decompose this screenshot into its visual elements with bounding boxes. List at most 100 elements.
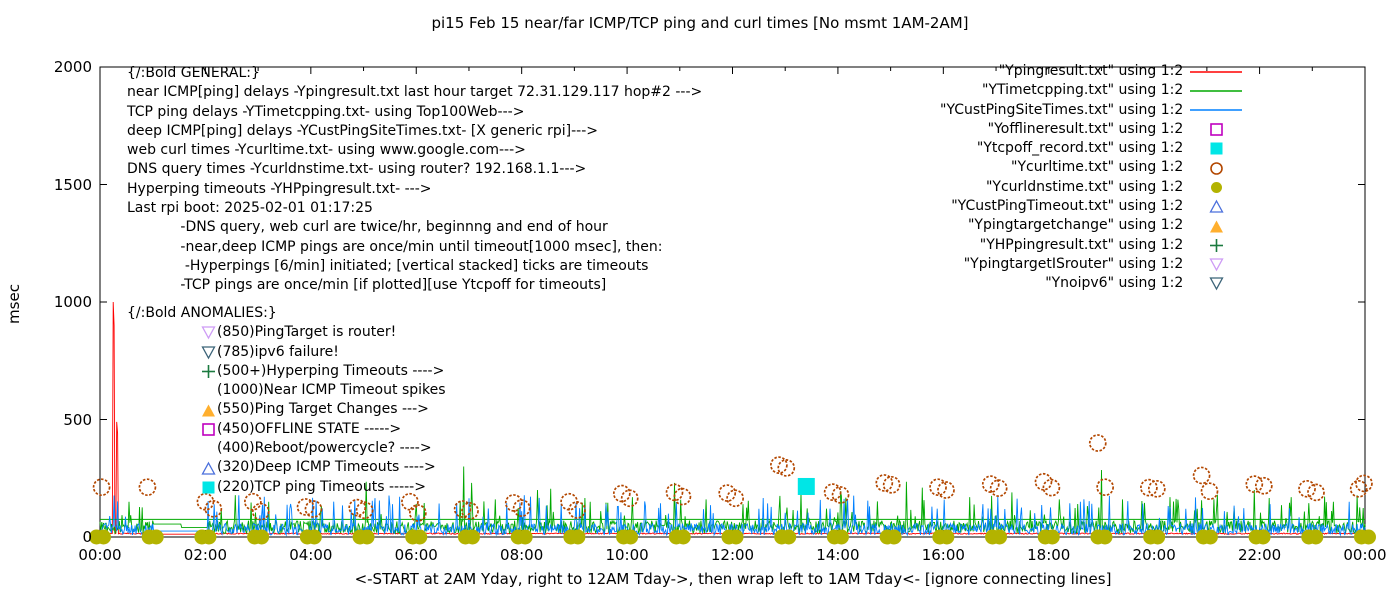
legend-row: "Ycurltime.txt" using 1:2: [940, 158, 1249, 177]
circle-open-icon: [1209, 161, 1223, 175]
anomaly-text: (1000)Near ICMP Timeout spikes: [217, 382, 446, 399]
general-line: Last rpi boot: 2025-02-01 01:17:25: [127, 200, 373, 217]
general-annotations: {/:Bold GENERAL:} near ICMP[ping] delays …: [127, 64, 702, 296]
legend-row: "YCustPingTimeout.txt" using 1:2: [940, 197, 1249, 216]
square-open-icon: [201, 423, 215, 436]
anomaly-row: (550)Ping Target Changes --->: [127, 400, 446, 419]
anomaly-marker: [199, 420, 217, 438]
tri-down-open-icon: [200, 326, 216, 340]
x-tick-label: 04:00: [289, 546, 333, 564]
line-icon: [1190, 90, 1243, 92]
legend-label: "Ypingresult.txt" using 1:2: [998, 63, 1184, 79]
legend-label: "Ycurldnstime.txt" using 1:2: [985, 178, 1184, 195]
anomaly-row: (850)PingTarget is router!: [127, 323, 446, 342]
anomaly-marker: [199, 363, 217, 381]
anomaly-text: (320)Deep ICMP Timeouts ---->: [217, 459, 436, 476]
x-tick-label: 08:00: [500, 546, 544, 564]
legend-marker: [1183, 82, 1249, 100]
general-line: TCP ping delays -YTimetcpping.txt- using…: [127, 103, 525, 120]
y-tick-label: 1500: [53, 175, 92, 194]
tri-down-open-icon: [1209, 258, 1224, 272]
legend-label: "Ynoipv6" using 1:2: [1045, 275, 1184, 292]
y-tick-label: 1000: [53, 293, 92, 311]
legend-row: "YCustPingSiteTimes.txt" using 1:2: [940, 101, 1249, 120]
x-tick-label: 06:00: [394, 546, 438, 564]
anomaly-text: (400)Reboot/powercycle? ---->: [217, 440, 432, 457]
tri-up-open-icon: [200, 461, 216, 475]
tri-up-filled-icon: [1209, 220, 1223, 233]
x-axis-caption: <-START at 2AM Yday, right to 12AM Tday-…: [354, 570, 1112, 588]
legend-marker: [1183, 140, 1249, 158]
anomaly-row: (220)TCP ping Timeouts ----->: [127, 478, 446, 497]
general-line: web curl times -Ycurltime.txt- using www…: [127, 142, 526, 159]
legend-marker: [1183, 198, 1249, 216]
legend-marker: [1183, 236, 1249, 254]
legend-label: "YTimetcpping.txt" using 1:2: [982, 82, 1184, 99]
anomaly-marker: [199, 459, 217, 477]
legend-row: "Yofflineresult.txt" using 1:2: [940, 120, 1249, 139]
anomaly-text: (550)Ping Target Changes --->: [217, 401, 429, 418]
anomaly-marker: [199, 478, 217, 496]
anomaly-text: (785)ipv6 failure!: [217, 343, 339, 360]
y-axis-label: msec: [5, 284, 23, 324]
tri-up-filled-icon: [201, 404, 215, 417]
legend-marker: [1183, 63, 1249, 81]
legend-marker: [1183, 256, 1249, 274]
tri-down-open-icon: [200, 346, 216, 360]
anomaly-row: (400)Reboot/powercycle? ---->: [127, 439, 446, 458]
general-line: -DNS query, web curl are twice/hr, begin…: [127, 219, 608, 236]
anomaly-row: (785)ipv6 failure!: [127, 343, 446, 362]
anomaly-text: (220)TCP ping Timeouts ----->: [217, 478, 426, 495]
general-line: DNS query times -Ycurldnstime.txt- using…: [127, 161, 587, 178]
anomaly-marker: [199, 401, 217, 419]
anomaly-row: (450)OFFLINE STATE ----->: [127, 420, 446, 439]
legend-row: "YpingtargetISrouter" using 1:2: [940, 255, 1249, 274]
y-tick-label: 2000: [53, 58, 92, 76]
legend-marker: [1183, 178, 1249, 196]
anomaly-row: (320)Deep ICMP Timeouts ---->: [127, 458, 446, 477]
x-tick-label: 14:00: [816, 546, 860, 564]
tri-up-open-icon: [1209, 199, 1224, 213]
legend-label: "Ytcpoff_record.txt" using 1:2: [976, 140, 1184, 157]
x-tick-label: 00:00: [1343, 546, 1387, 564]
anomaly-text: {/:Bold ANOMALIES:}: [127, 305, 277, 321]
legend-marker: [1183, 275, 1249, 293]
square-filled-icon: [1210, 142, 1223, 155]
legend-row: "Ycurldnstime.txt" using 1:2: [940, 178, 1249, 197]
legend: "Ypingresult.txt" using 1:2 "YTimetcpping…: [940, 62, 1249, 294]
legend-row: "Ynoipv6" using 1:2: [940, 274, 1249, 293]
legend-row: "YTimetcpping.txt" using 1:2: [940, 81, 1249, 100]
anomaly-text: (450)OFFLINE STATE ----->: [217, 420, 402, 437]
y-tick-label: 500: [63, 410, 92, 429]
tri-down-open-icon: [1209, 277, 1224, 291]
x-tick-label: 16:00: [921, 546, 965, 564]
legend-marker: [1183, 159, 1249, 177]
plus-icon: [201, 365, 215, 379]
x-tick-label: 02:00: [183, 546, 228, 564]
legend-marker: [1183, 121, 1249, 139]
x-tick-label: 20:00: [1132, 546, 1176, 564]
legend-marker: [1183, 217, 1249, 235]
general-line: deep ICMP[ping] delays -YCustPingSiteTim…: [127, 122, 598, 139]
anomaly-text: (850)PingTarget is router!: [217, 324, 397, 341]
legend-row: "Ytcpoff_record.txt" using 1:2: [940, 139, 1249, 158]
chart-title: pi15 Feb 15 near/far ICMP/TCP ping and c…: [431, 14, 969, 32]
legend-label: "Yofflineresult.txt" using 1:2: [987, 120, 1184, 137]
general-line: Hyperping timeouts -YHPpingresult.txt- -…: [127, 180, 432, 197]
general-line: near ICMP[ping] delays -Ypingresult.txt …: [127, 84, 703, 101]
general-line: {/:Bold GENERAL:}: [127, 65, 260, 81]
legend-label: "Ycurltime.txt" using 1:2: [1011, 159, 1184, 176]
plus-icon: [1209, 238, 1223, 252]
anomaly-row: (500+)Hyperping Timeouts ---->: [127, 362, 446, 381]
legend-label: "YHPpingresult.txt" using 1:2: [979, 236, 1184, 253]
legend-label: "YCustPingSiteTimes.txt" using 1:2: [940, 101, 1184, 118]
anomaly-row: (1000)Near ICMP Timeout spikes: [127, 381, 446, 400]
anomaly-marker: [199, 324, 217, 342]
legend-row: "YHPpingresult.txt" using 1:2: [940, 236, 1249, 255]
anomalies-annotations: {/:Bold ANOMALIES:} (850)PingTarget is ro…: [127, 304, 446, 497]
line-icon: [1190, 109, 1243, 112]
general-line: -Hyperpings [6/min] initiated; [vertical…: [127, 257, 649, 274]
x-tick-label: 22:00: [1237, 546, 1282, 564]
legend-marker: [1183, 101, 1249, 119]
